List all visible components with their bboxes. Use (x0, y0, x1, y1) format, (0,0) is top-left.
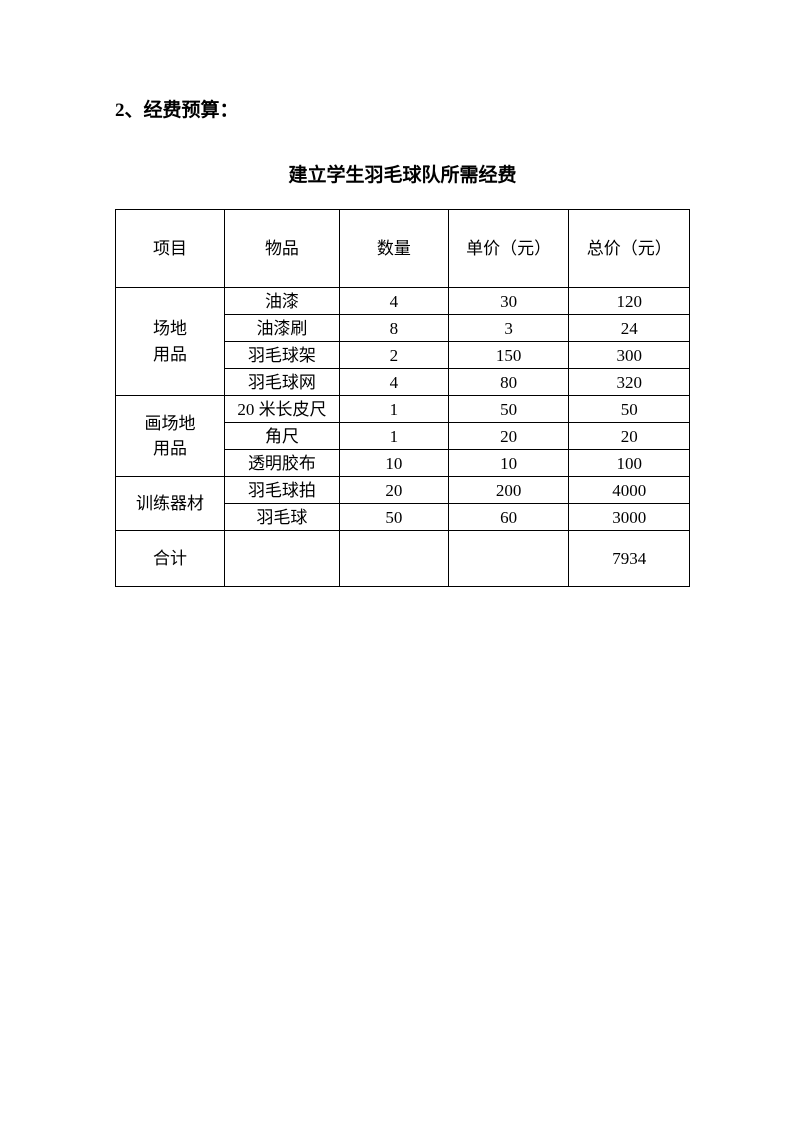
header-unit-price: 单价（元） (448, 210, 569, 288)
table-header-row: 项目 物品 数量 单价（元） 总价（元） (116, 210, 690, 288)
section-heading: 2、经费预算： (115, 95, 690, 122)
qty-cell: 1 (339, 423, 448, 450)
qty-cell: 4 (339, 369, 448, 396)
budget-table: 项目 物品 数量 单价（元） 总价（元） 场地用品 油漆 4 30 120 油漆… (115, 209, 690, 587)
total-empty (225, 531, 340, 587)
qty-cell: 20 (339, 477, 448, 504)
unit-cell: 30 (448, 288, 569, 315)
total-value: 7934 (569, 531, 690, 587)
header-project: 项目 (116, 210, 225, 288)
item-cell: 透明胶布 (225, 450, 340, 477)
qty-cell: 2 (339, 342, 448, 369)
item-cell: 羽毛球架 (225, 342, 340, 369)
item-cell: 20 米长皮尺 (225, 396, 340, 423)
unit-cell: 150 (448, 342, 569, 369)
table-title: 建立学生羽毛球队所需经费 (115, 160, 690, 187)
qty-cell: 10 (339, 450, 448, 477)
unit-cell: 80 (448, 369, 569, 396)
unit-cell: 10 (448, 450, 569, 477)
category-cell: 场地用品 (116, 288, 225, 396)
unit-cell: 60 (448, 504, 569, 531)
qty-cell: 4 (339, 288, 448, 315)
total-cell: 120 (569, 288, 690, 315)
total-cell: 50 (569, 396, 690, 423)
unit-cell: 3 (448, 315, 569, 342)
header-quantity: 数量 (339, 210, 448, 288)
total-empty (448, 531, 569, 587)
total-empty (339, 531, 448, 587)
unit-cell: 20 (448, 423, 569, 450)
total-cell: 24 (569, 315, 690, 342)
item-cell: 羽毛球 (225, 504, 340, 531)
table-row: 画场地用品 20 米长皮尺 1 50 50 (116, 396, 690, 423)
qty-cell: 8 (339, 315, 448, 342)
table-body: 场地用品 油漆 4 30 120 油漆刷 8 3 24 羽毛球架 2 150 3… (116, 288, 690, 587)
total-label: 合计 (116, 531, 225, 587)
total-row: 合计 7934 (116, 531, 690, 587)
total-cell: 100 (569, 450, 690, 477)
unit-cell: 50 (448, 396, 569, 423)
total-cell: 300 (569, 342, 690, 369)
category-cell: 画场地用品 (116, 396, 225, 477)
item-cell: 角尺 (225, 423, 340, 450)
qty-cell: 50 (339, 504, 448, 531)
category-cell: 训练器材 (116, 477, 225, 531)
total-cell: 320 (569, 369, 690, 396)
item-cell: 油漆刷 (225, 315, 340, 342)
header-total-price: 总价（元） (569, 210, 690, 288)
item-cell: 羽毛球网 (225, 369, 340, 396)
unit-cell: 200 (448, 477, 569, 504)
qty-cell: 1 (339, 396, 448, 423)
total-cell: 20 (569, 423, 690, 450)
total-cell: 3000 (569, 504, 690, 531)
table-row: 场地用品 油漆 4 30 120 (116, 288, 690, 315)
header-item: 物品 (225, 210, 340, 288)
item-cell: 油漆 (225, 288, 340, 315)
table-row: 训练器材 羽毛球拍 20 200 4000 (116, 477, 690, 504)
total-cell: 4000 (569, 477, 690, 504)
item-cell: 羽毛球拍 (225, 477, 340, 504)
